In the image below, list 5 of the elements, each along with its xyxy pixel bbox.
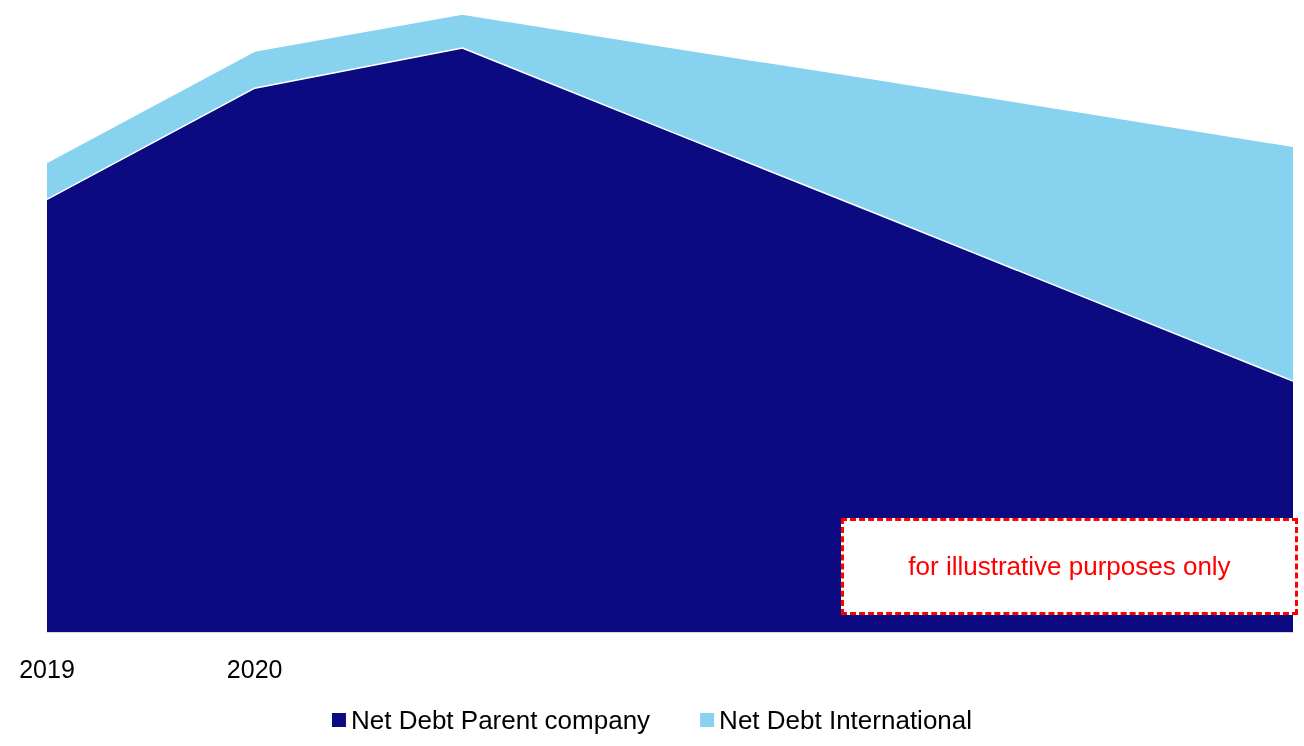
x-tick-label: 2019 [19, 654, 75, 683]
x-tick-label: 2020 [226, 654, 283, 683]
note-box: for illustrative purposes only [841, 518, 1298, 615]
legend-label: Net Debt International [719, 705, 973, 735]
legend-label: Net Debt Parent company [350, 705, 651, 735]
